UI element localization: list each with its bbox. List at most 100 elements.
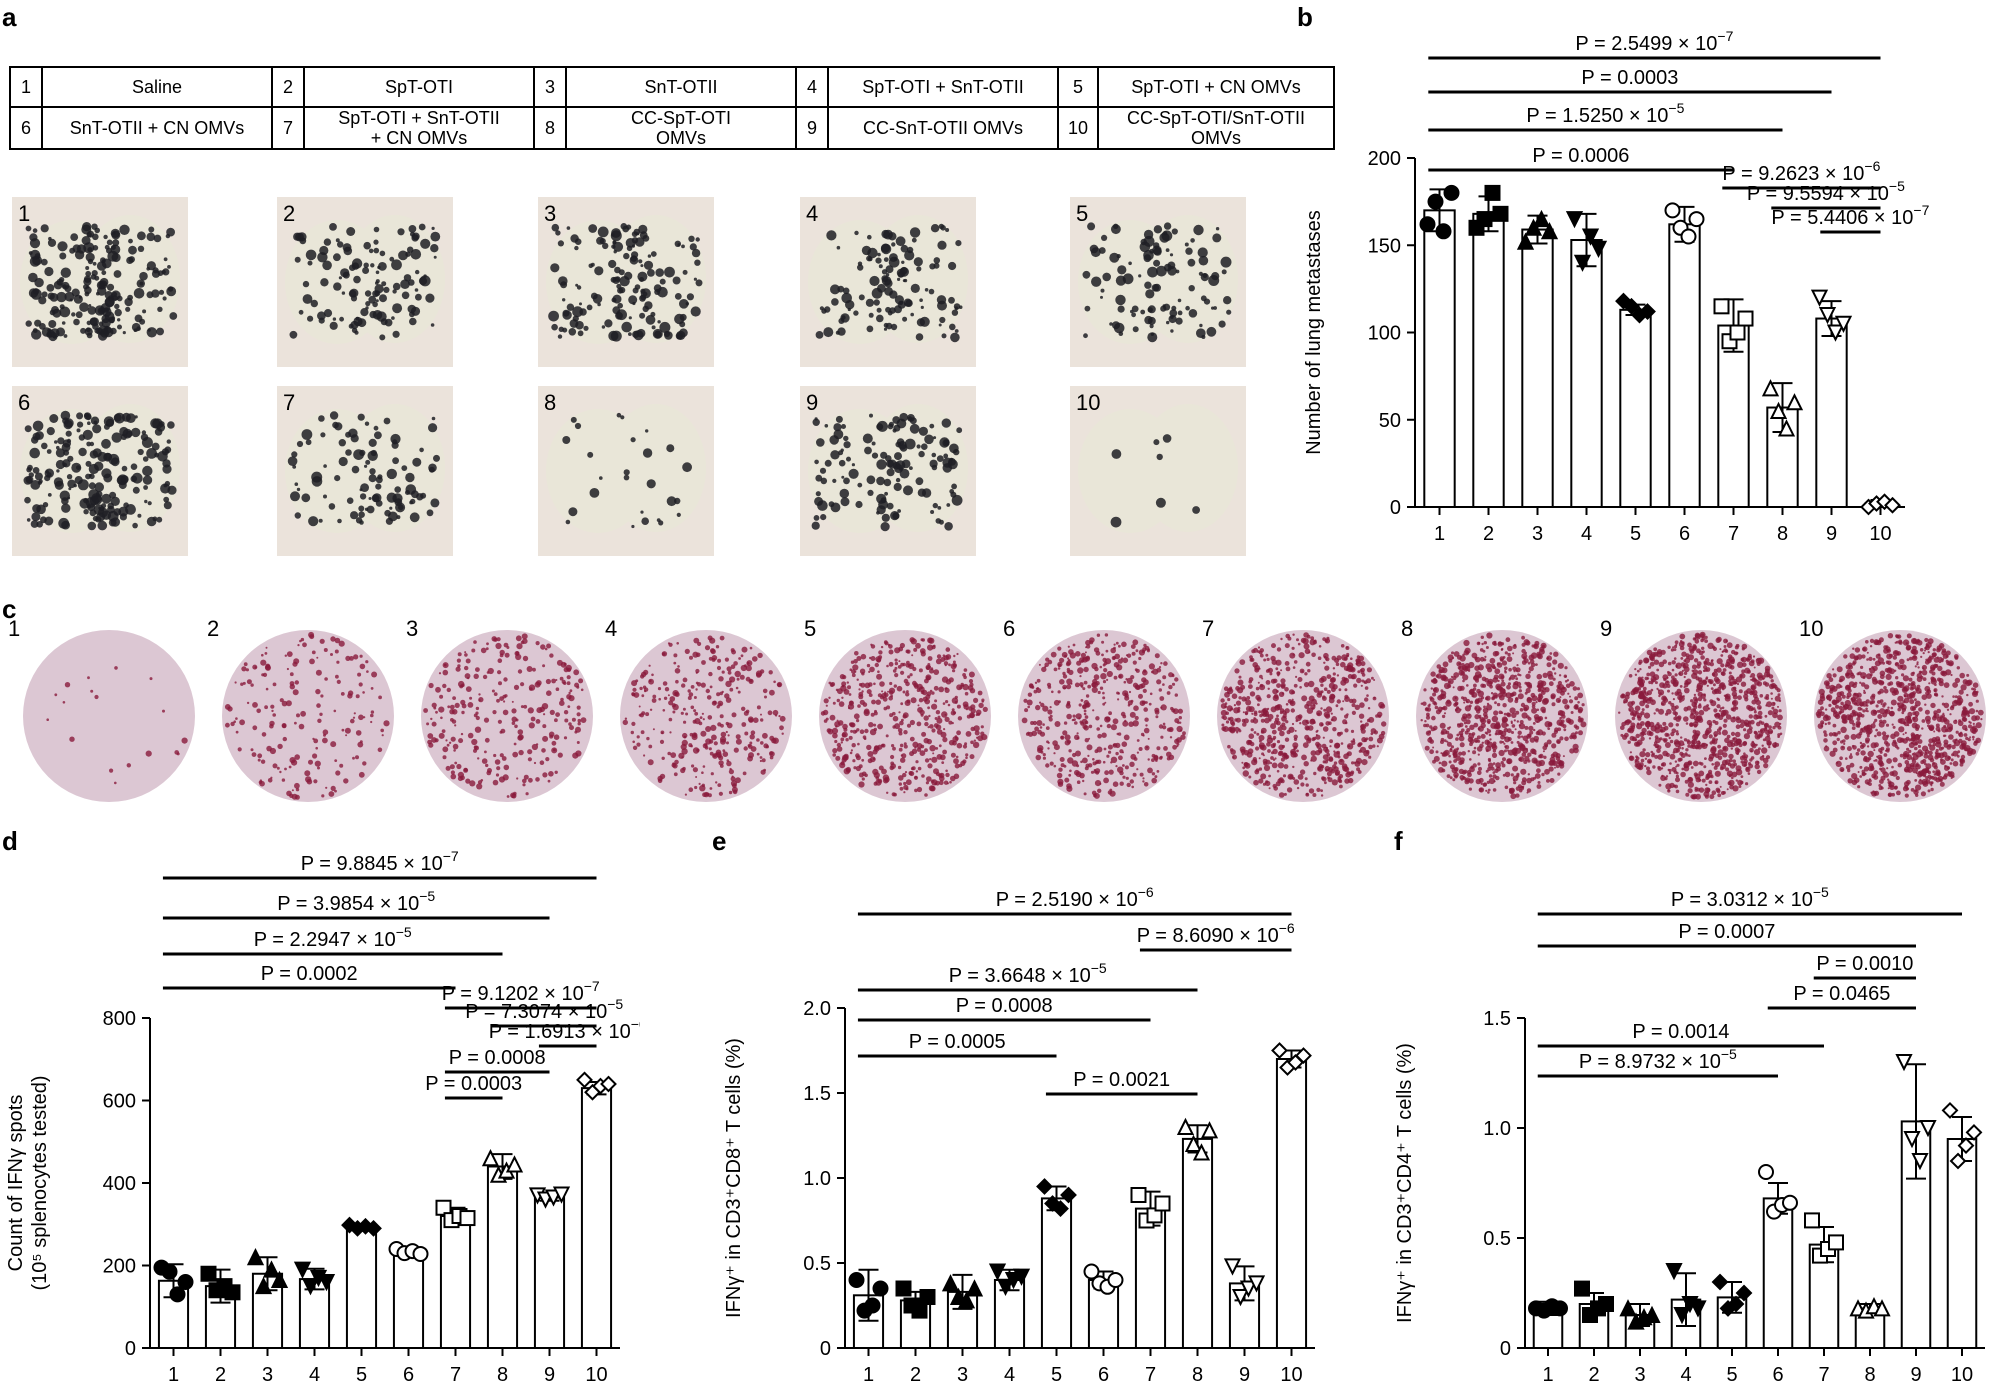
ifn-spot (1463, 721, 1467, 725)
legend-number: 2 (271, 66, 305, 108)
ifn-spot (1491, 752, 1498, 758)
elispot-well-label: 4 (605, 616, 618, 641)
metastasis-spot (562, 298, 566, 302)
ifn-spot (1262, 754, 1265, 757)
lung-photo: 3 (538, 197, 714, 367)
ifn-spot (1705, 727, 1712, 734)
ifn-spot (1748, 762, 1752, 766)
metastasis-spot (152, 516, 158, 522)
metastasis-spot (1091, 276, 1102, 287)
ifn-spot (1551, 702, 1556, 707)
ifn-spot (909, 736, 915, 742)
ifn-spot (854, 730, 858, 733)
ifn-spot (1124, 719, 1127, 723)
ifn-spot (1023, 698, 1028, 703)
ifn-spot (1768, 745, 1771, 749)
ifn-spot (1042, 723, 1045, 726)
metastasis-spot (672, 276, 681, 285)
metastasis-spot (47, 472, 52, 477)
ifn-spot (1168, 684, 1173, 690)
ifn-spot (1284, 643, 1290, 649)
ifn-spot (1675, 723, 1679, 727)
ifn-spot (938, 744, 942, 748)
ifn-spot (980, 731, 985, 736)
ifn-spot (1731, 771, 1738, 778)
ifn-spot (1736, 682, 1740, 686)
ifn-spot (924, 721, 929, 727)
metastasis-spot (425, 293, 435, 303)
ifn-spot (1225, 720, 1230, 724)
metastasis-spot (142, 475, 153, 485)
ifn-spot (1679, 645, 1685, 651)
ifn-spot (1093, 770, 1097, 774)
ifn-spot (1636, 669, 1640, 673)
ifn-spot (1653, 712, 1656, 715)
metastasis-spot (131, 472, 143, 484)
metastasis-spot (146, 261, 156, 271)
ifn-spot (1143, 727, 1150, 734)
metastasis-spot (131, 427, 141, 438)
ifn-spot (694, 711, 699, 716)
legend-row: 1 Saline 2 SpT-OTI 3 SnT-OTII 4 SpT-OTI … (9, 66, 1335, 108)
ifn-spot (1762, 757, 1769, 764)
ifn-spot (1469, 700, 1474, 704)
ifn-spot (1515, 677, 1519, 681)
ifn-spot (285, 700, 292, 707)
metastasis-spot (946, 503, 951, 507)
metastasis-spot (410, 306, 421, 316)
ifn-spot (1671, 692, 1674, 695)
ifn-spot (870, 656, 876, 661)
metastasis-spot (355, 517, 363, 524)
ifn-spot (567, 705, 571, 708)
ifn-spot (1539, 646, 1545, 652)
ifn-spot (451, 719, 457, 724)
metastasis-spot (838, 459, 846, 467)
ifn-spot (1231, 693, 1238, 699)
ifn-spot (1258, 778, 1264, 784)
ifn-spot (1639, 668, 1642, 671)
ifn-spot (428, 742, 434, 748)
ifn-spot (1082, 687, 1086, 691)
metastasis-spot (105, 418, 115, 427)
ifn-spot (1142, 777, 1145, 780)
ifn-spot (943, 655, 949, 661)
metastasis-spot (663, 330, 671, 338)
metastasis-spot (944, 522, 953, 531)
ifn-spot (1106, 670, 1113, 678)
ifn-spot (757, 652, 763, 659)
ifn-spot (1551, 743, 1557, 749)
ifn-spot (935, 780, 940, 786)
ifn-spot (657, 687, 662, 691)
ifn-spot (546, 643, 552, 649)
ifn-spot (1723, 645, 1727, 648)
ifn-spot (496, 637, 501, 642)
ifn-spot (1705, 657, 1710, 663)
ifn-spot (1320, 683, 1324, 687)
metastasis-spot (127, 294, 133, 301)
metastasis-spot (162, 268, 170, 276)
ifn-spot (1498, 673, 1505, 680)
ifn-spot (1446, 774, 1451, 778)
ifn-spot (1688, 754, 1691, 757)
metastasis-spot (1140, 238, 1147, 246)
ifn-spot (1679, 751, 1684, 756)
metastasis-spot (833, 429, 844, 440)
ifn-spot (1066, 684, 1072, 690)
ifn-spot (1364, 686, 1369, 690)
ifn-spot (894, 666, 898, 670)
ifn-spot (450, 770, 455, 775)
ifn-spot (1495, 721, 1500, 726)
elispot-well-label: 3 (406, 616, 419, 641)
metastasis-spot (154, 428, 163, 436)
ifn-spot (1558, 760, 1565, 767)
ifn-spot (1042, 705, 1049, 712)
metastasis-spot (430, 231, 441, 242)
ifn-spot (500, 728, 506, 734)
ifn-spot (1351, 703, 1356, 708)
metastasis-spot (36, 504, 46, 515)
metastasis-spot (320, 432, 326, 438)
ifn-spot (1258, 667, 1261, 670)
ifn-spot (701, 771, 704, 774)
metastasis-spot (636, 328, 646, 338)
ifn-spot (1489, 657, 1496, 664)
